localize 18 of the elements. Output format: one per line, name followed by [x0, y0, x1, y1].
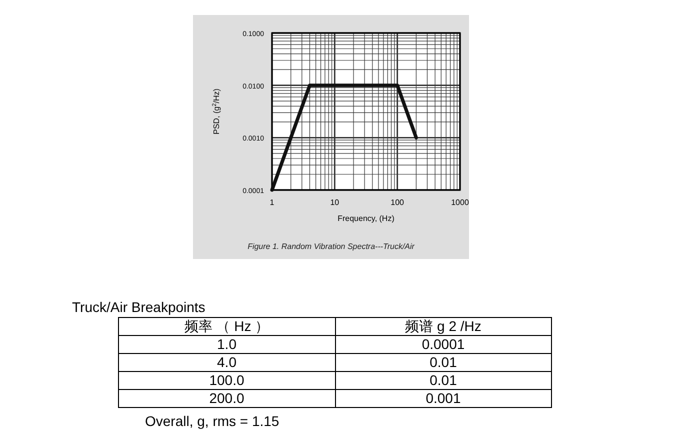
text: 200.0 — [118, 390, 335, 408]
text: 0.001 — [335, 390, 552, 408]
text: 4.0 — [118, 354, 335, 372]
text: 0.0001 — [335, 336, 552, 354]
text: 0.01 — [335, 372, 552, 390]
x-tick-label: 10 — [330, 198, 340, 207]
text: 频率 （ Hz ） — [118, 318, 335, 336]
text: 频谱 g 2 /Hz — [335, 318, 552, 336]
x-tick-label: 1 — [270, 198, 275, 207]
text: Truck/Air Breakpoints — [72, 299, 206, 315]
text: Overall, g, rms = 1.15 — [145, 413, 280, 429]
x-axis-title: Frequency, (Hz) — [338, 214, 395, 223]
text: 0.01 — [335, 354, 552, 372]
x-tick-label: 1000 — [451, 198, 470, 207]
text: 100.0 — [118, 372, 335, 390]
x-tick-label: 100 — [390, 198, 405, 207]
text: 1.0 — [118, 336, 335, 354]
caption: Figure 1. Random Vibration Spectra---Truck/Air — [248, 242, 415, 251]
